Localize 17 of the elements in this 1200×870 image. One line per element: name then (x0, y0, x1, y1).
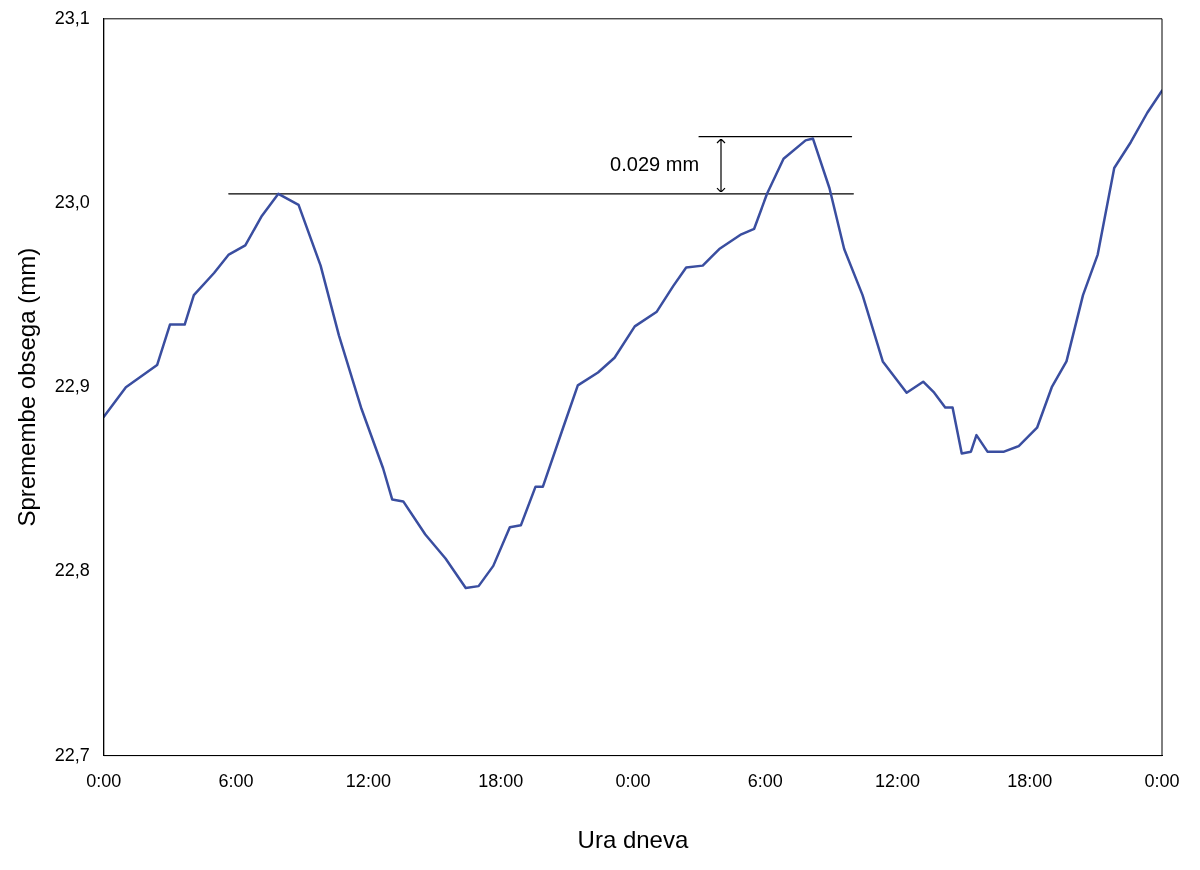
y-axis-title: Spremembe obsega (mm) (13, 247, 41, 527)
x-tick-label: 0:00 (1144, 771, 1180, 792)
x-tick-label: 0:00 (615, 771, 651, 792)
x-tick-label: 0:00 (86, 771, 122, 792)
x-tick-label: 12:00 (874, 771, 920, 792)
y-tick-label: 22,7 (54, 744, 90, 765)
x-tick-label: 6:00 (747, 771, 783, 792)
annotation: 0.029 mm (610, 152, 700, 175)
y-tick-label: 23,1 (54, 7, 90, 28)
x-tick-label: 18:00 (1007, 771, 1053, 792)
y-tick-label: 23,0 (54, 191, 90, 212)
x-tick-label: 18:00 (478, 771, 524, 792)
x-axis-title: Ura dneva (577, 826, 689, 854)
x-tick-label: 12:00 (345, 771, 391, 792)
x-tick-label: 6:00 (218, 771, 254, 792)
y-tick-label: 22,8 (54, 560, 90, 581)
y-tick-label: 22,9 (54, 376, 90, 397)
